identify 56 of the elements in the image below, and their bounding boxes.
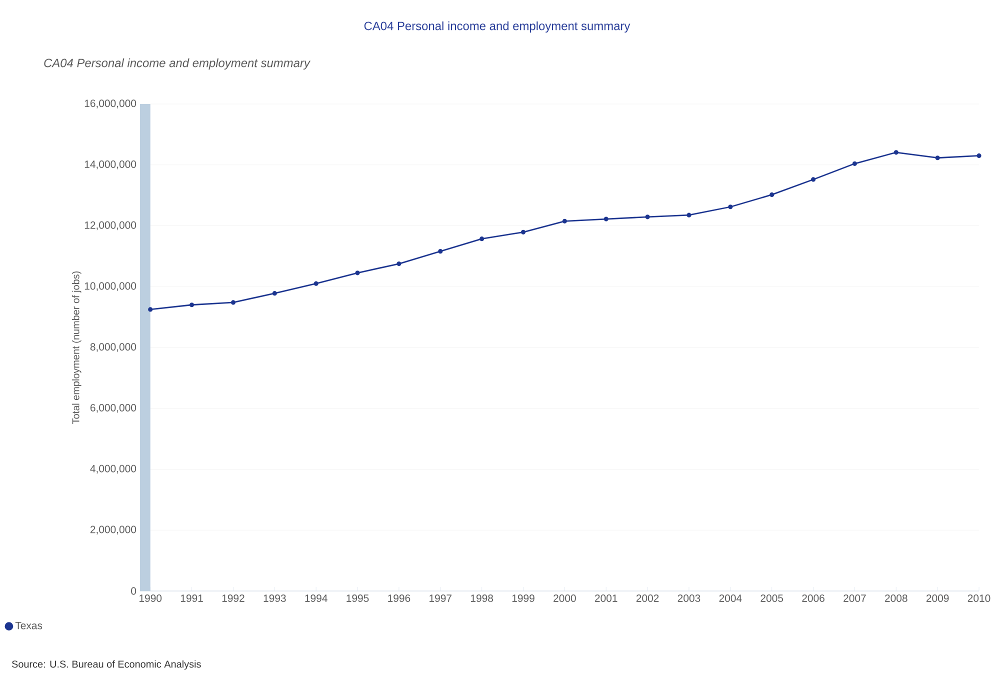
- x-tick-label: 2006: [802, 594, 824, 602]
- point: [480, 236, 484, 242]
- y-tick-label: 8,000,000: [90, 343, 136, 352]
- y-tick-label: 2,000,000: [90, 526, 136, 534]
- point: [272, 291, 277, 296]
- x-tick-label: 2010: [968, 594, 990, 602]
- y-tick-label: 6,000,000: [90, 404, 136, 413]
- x-tick-label: 2004: [719, 594, 742, 602]
- point: [894, 150, 898, 155]
- x-tick-label: 1991: [180, 594, 203, 602]
- point: [604, 216, 608, 222]
- point: [438, 249, 443, 254]
- x-tick-label: 1998: [470, 594, 493, 602]
- point: [645, 214, 650, 220]
- x-tick-label: 2009: [926, 594, 949, 602]
- point: [396, 261, 402, 266]
- point: [770, 192, 774, 197]
- point: [810, 177, 816, 182]
- point: [935, 156, 940, 160]
- y-tick-label: 0: [131, 587, 136, 595]
- y-tick-label: 14,000,000: [84, 160, 136, 170]
- point: [314, 281, 318, 286]
- x-tick-label: 2007: [844, 594, 866, 602]
- x-tick-label: 1995: [346, 594, 369, 602]
- source-note: Source: U.S. Bureau of Economic Analysis: [12, 660, 201, 670]
- x-tick-label: 2001: [595, 594, 618, 602]
- x-tick-label: 1996: [388, 594, 410, 602]
- point: [728, 204, 733, 210]
- point: [976, 153, 982, 158]
- point: [148, 307, 153, 312]
- point: [520, 230, 526, 234]
- chart-subtitle: CA04 Personal income and employment summary: [44, 58, 311, 70]
- point: [686, 212, 692, 218]
- x-tick-label: 1990: [140, 594, 162, 602]
- x-tick-label: 1994: [305, 594, 328, 602]
- x-tick-label: 2005: [760, 594, 784, 602]
- x-tick-label: 1999: [512, 594, 534, 602]
- point: [230, 300, 236, 305]
- point: [355, 270, 360, 276]
- y-tick-label: 10,000,000: [84, 282, 136, 291]
- x-tick-label: 2002: [636, 594, 659, 602]
- x-tick-label: 1992: [222, 594, 244, 602]
- x-tick-label: 2008: [885, 594, 908, 602]
- point: [852, 161, 858, 166]
- x-tick-label: 1997: [430, 594, 452, 602]
- y-tick-label: 16,000,000: [84, 100, 136, 108]
- point: [189, 302, 194, 308]
- y-tick-label: 4,000,000: [90, 464, 136, 474]
- x-tick-label: 2000: [554, 594, 576, 602]
- y-axis-title: Total employment (number of jobs): [72, 271, 82, 424]
- y-tick-label: 12,000,000: [84, 221, 136, 230]
- legend-label: Texas: [15, 622, 42, 630]
- chart-title: CA04 Personal income and employment summary: [364, 21, 630, 33]
- x-tick-label: 1993: [264, 594, 286, 602]
- x-tick-label: 2003: [678, 594, 700, 602]
- point: [562, 218, 567, 224]
